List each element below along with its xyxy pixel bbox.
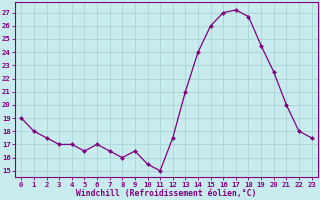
X-axis label: Windchill (Refroidissement éolien,°C): Windchill (Refroidissement éolien,°C) xyxy=(76,189,257,198)
